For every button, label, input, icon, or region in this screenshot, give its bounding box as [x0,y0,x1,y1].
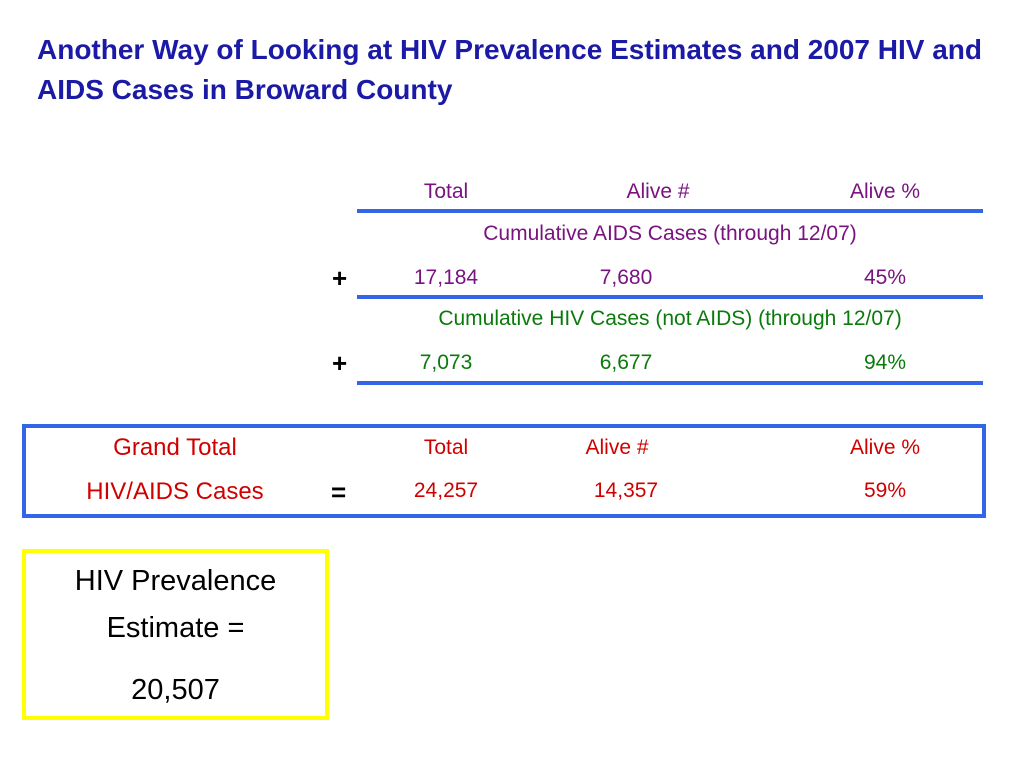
hiv-section-label: Cumulative HIV Cases (not AIDS) (through… [438,307,902,330]
page-title: Another Way of Looking at HIV Prevalence… [37,34,982,105]
grand-header-alive-number: Alive # [585,436,649,459]
column-header-total: Total [423,180,469,203]
column-header-alive-percent: Alive % [849,180,921,203]
grand-alive-number: 14,357 [593,479,659,502]
aids-divider [357,295,983,299]
hiv-plus-sign: + [332,348,348,378]
grand-header-total: Total [423,436,469,459]
equals-sign: = [331,477,347,507]
grand-header-alive-percent: Alive % [849,436,921,459]
aids-alive-number: 7,680 [599,266,653,289]
aids-section-label: Cumulative AIDS Cases (through 12/07) [483,222,857,245]
prevalence-value: 20,507 [131,674,220,706]
aids-plus-sign: + [332,263,348,293]
hiv-alive-percent: 94% [863,351,907,374]
prevalence-label-line2: Estimate = [106,612,245,644]
aids-total: 17,184 [413,266,479,289]
hiv-divider [357,381,983,385]
hiv-aids-cases-label: HIV/AIDS Cases [86,478,264,505]
grand-alive-percent: 59% [863,479,907,502]
grand-total-box [22,424,986,518]
prevalence-box: HIV Prevalence Estimate = 20,507 [22,549,329,720]
header-divider [357,209,983,213]
grand-total-label: Grand Total [113,434,237,461]
column-header-alive-number: Alive # [626,180,690,203]
grand-total-value: 24,257 [413,479,479,502]
hiv-total: 7,073 [419,351,473,374]
aids-alive-percent: 45% [863,266,907,289]
prevalence-label-line1: HIV Prevalence [74,565,277,597]
hiv-alive-number: 6,677 [599,351,653,374]
